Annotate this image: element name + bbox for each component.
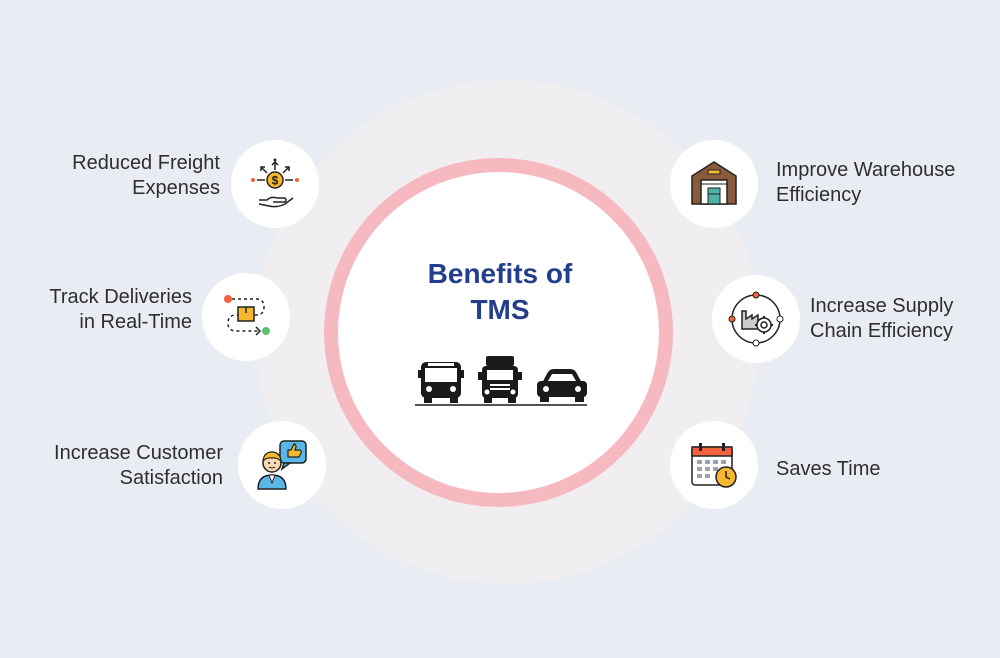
benefit-track-deliveries-label: Track Deliveries in Real-Time xyxy=(49,286,192,333)
benefit-track-deliveries-icon-circle xyxy=(202,273,290,361)
customer-thumbs-up-icon xyxy=(257,440,307,490)
factory-gear-icon xyxy=(728,291,784,347)
benefit-saves-time-label: Saves Time xyxy=(776,458,881,480)
truck-icon xyxy=(478,356,522,403)
benefit-supply-chain-icon-circle xyxy=(712,275,800,363)
warehouse-icon xyxy=(691,161,737,205)
center-circle xyxy=(338,172,659,493)
dollar-hand-icon: $ xyxy=(251,158,299,208)
benefit-warehouse-icon-circle xyxy=(670,140,758,228)
car-icon xyxy=(537,369,587,402)
center-title-line1: Benefits of xyxy=(427,258,573,289)
svg-text:$: $ xyxy=(272,174,279,188)
bus-truck-car-icon xyxy=(415,356,587,406)
benefit-reduced-freight-icon-circle: $ xyxy=(231,140,319,228)
route-package-icon xyxy=(224,295,270,336)
benefit-saves-time-icon-circle xyxy=(670,421,758,509)
center-title: Benefits of TMS xyxy=(360,256,640,328)
calendar-clock-icon xyxy=(691,443,737,488)
benefit-customer-satisfaction-icon-circle xyxy=(238,421,326,509)
benefit-reduced-freight-label: Reduced Freight Expenses xyxy=(72,152,220,199)
bus-icon xyxy=(418,362,464,403)
benefit-supply-chain-label: Increase Supply Chain Efficiency xyxy=(810,295,954,342)
benefit-warehouse-label: Improve Warehouse Efficiency xyxy=(776,159,956,206)
benefit-customer-satisfaction-label: Increase Customer Satisfaction xyxy=(54,442,223,489)
center-title-line2: TMS xyxy=(470,294,530,325)
